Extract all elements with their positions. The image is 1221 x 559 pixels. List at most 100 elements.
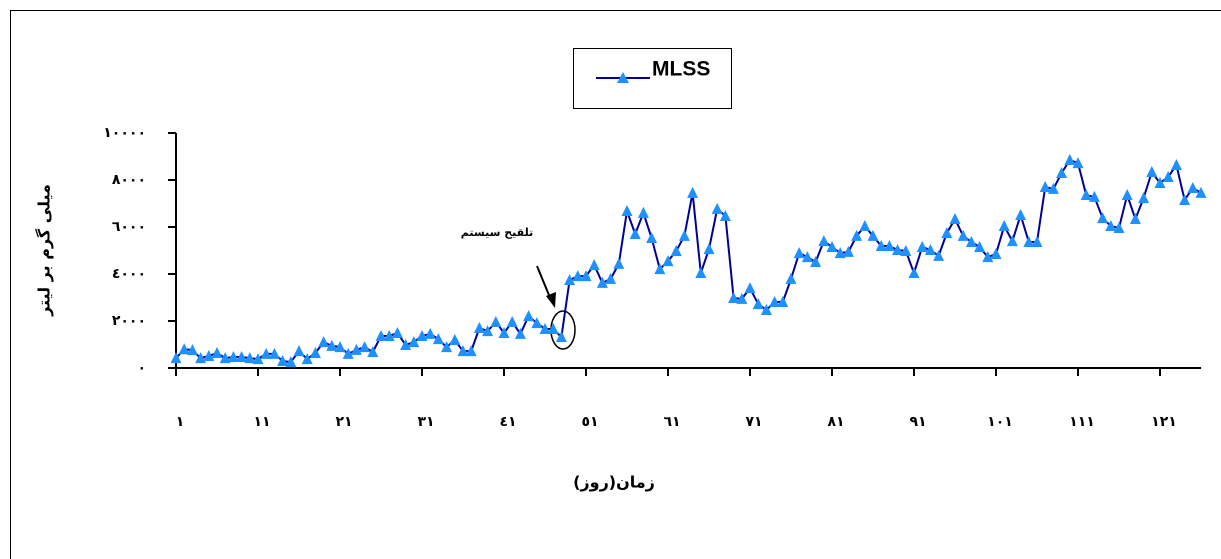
marker bbox=[441, 341, 453, 353]
marker bbox=[859, 220, 871, 232]
marker bbox=[309, 346, 321, 358]
marker bbox=[654, 263, 666, 275]
marker bbox=[621, 205, 633, 217]
marker bbox=[629, 228, 641, 240]
y-tick-label: ٨٠٠٠ bbox=[112, 172, 146, 188]
marker bbox=[301, 353, 313, 365]
marker bbox=[801, 251, 813, 263]
marker bbox=[1121, 189, 1133, 201]
annotation-arrowhead bbox=[546, 292, 556, 308]
marker bbox=[588, 259, 600, 271]
marker bbox=[974, 240, 986, 252]
marker bbox=[572, 270, 584, 282]
marker bbox=[1170, 158, 1182, 170]
marker bbox=[1195, 186, 1207, 198]
marker bbox=[818, 235, 830, 247]
marker bbox=[523, 310, 535, 322]
marker bbox=[752, 298, 764, 310]
marker bbox=[711, 202, 723, 214]
marker bbox=[268, 347, 280, 359]
marker bbox=[1162, 170, 1174, 182]
marker bbox=[490, 315, 502, 327]
marker bbox=[367, 346, 379, 358]
marker bbox=[539, 322, 551, 334]
marker bbox=[998, 220, 1010, 232]
marker bbox=[227, 350, 239, 362]
marker bbox=[982, 251, 994, 263]
marker bbox=[449, 334, 461, 346]
marker bbox=[826, 240, 838, 252]
x-tick-label: ١٠١ bbox=[987, 414, 1013, 430]
marker bbox=[670, 244, 682, 256]
marker bbox=[416, 330, 428, 342]
marker bbox=[236, 350, 248, 362]
marker bbox=[350, 343, 362, 355]
marker bbox=[719, 209, 731, 221]
marker bbox=[900, 244, 912, 256]
marker bbox=[1080, 189, 1092, 201]
marker bbox=[375, 330, 387, 342]
marker bbox=[580, 270, 592, 282]
marker bbox=[941, 227, 953, 239]
marker bbox=[933, 249, 945, 261]
marker bbox=[1023, 236, 1035, 248]
marker bbox=[834, 247, 846, 259]
marker bbox=[186, 344, 198, 356]
x-tick-label: ١٢١ bbox=[1151, 414, 1177, 430]
marker bbox=[326, 339, 338, 351]
marker bbox=[646, 232, 658, 244]
marker bbox=[334, 341, 346, 353]
marker bbox=[1105, 220, 1117, 232]
marker bbox=[1056, 166, 1068, 178]
y-tick-label: ١٠٠٠٠ bbox=[103, 125, 146, 141]
marker bbox=[1047, 182, 1059, 194]
y-tick-label: ٤٠٠٠ bbox=[112, 266, 146, 282]
x-tick-label: ١١١ bbox=[1069, 414, 1095, 430]
marker bbox=[219, 352, 231, 364]
x-tick-label: ٧١ bbox=[745, 414, 762, 430]
marker bbox=[1064, 154, 1076, 166]
marker bbox=[391, 326, 403, 338]
marker bbox=[892, 244, 904, 256]
marker bbox=[1179, 193, 1191, 205]
marker bbox=[851, 229, 863, 241]
marker bbox=[424, 327, 436, 339]
marker bbox=[506, 315, 518, 327]
x-tick-label: ٢١ bbox=[335, 414, 352, 430]
marker bbox=[1088, 190, 1100, 202]
marker bbox=[883, 240, 895, 252]
x-tick-label: ٨١ bbox=[827, 414, 844, 430]
marker bbox=[564, 274, 576, 286]
marker bbox=[178, 343, 190, 355]
marker bbox=[432, 333, 444, 345]
marker bbox=[555, 330, 567, 342]
annotation: تلقیح سیستم bbox=[461, 226, 533, 239]
marker bbox=[170, 352, 182, 364]
marker bbox=[785, 272, 797, 284]
marker bbox=[842, 245, 854, 257]
legend-marker bbox=[617, 72, 629, 83]
x-tick-label: ٥١ bbox=[581, 414, 598, 430]
marker bbox=[687, 186, 699, 198]
marker bbox=[728, 291, 740, 303]
marker bbox=[244, 352, 256, 364]
marker bbox=[203, 350, 215, 362]
marker bbox=[465, 345, 477, 357]
marker bbox=[662, 255, 674, 267]
marker bbox=[514, 327, 526, 339]
marker bbox=[195, 352, 207, 364]
marker bbox=[277, 354, 289, 366]
marker bbox=[1072, 157, 1084, 169]
legend-label: MLSS bbox=[652, 58, 710, 81]
marker bbox=[744, 282, 756, 294]
marker bbox=[285, 356, 297, 368]
marker bbox=[1097, 212, 1109, 224]
x-tick-label: ٣١ bbox=[417, 414, 434, 430]
frame bbox=[10, 10, 1221, 559]
marker bbox=[596, 276, 608, 288]
annotation-arrow bbox=[536, 265, 552, 301]
y-axis-label: میلی گرم بر لیتر bbox=[35, 184, 54, 317]
marker bbox=[1154, 177, 1166, 189]
marker bbox=[211, 346, 223, 358]
marker bbox=[359, 341, 371, 353]
